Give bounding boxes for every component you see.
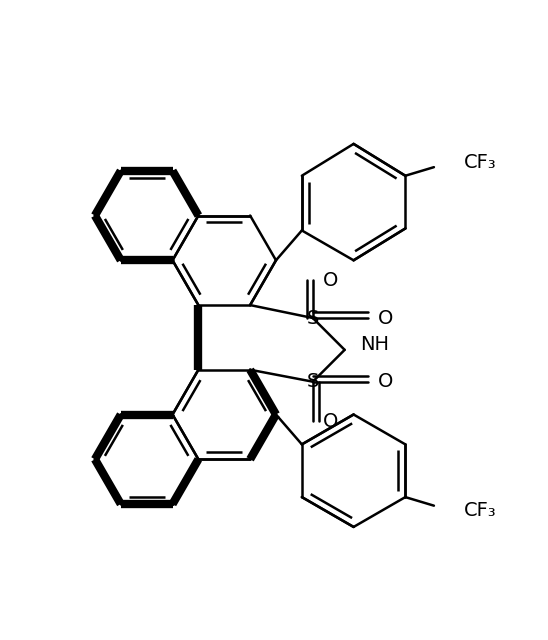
Text: S: S (307, 308, 319, 328)
Text: CF₃: CF₃ (464, 501, 496, 520)
Text: CF₃: CF₃ (464, 153, 496, 172)
Text: O: O (378, 308, 393, 328)
Text: NH: NH (360, 335, 389, 355)
Text: O: O (323, 271, 339, 290)
Text: O: O (378, 372, 393, 391)
Text: O: O (323, 412, 339, 431)
Text: S: S (307, 372, 319, 391)
